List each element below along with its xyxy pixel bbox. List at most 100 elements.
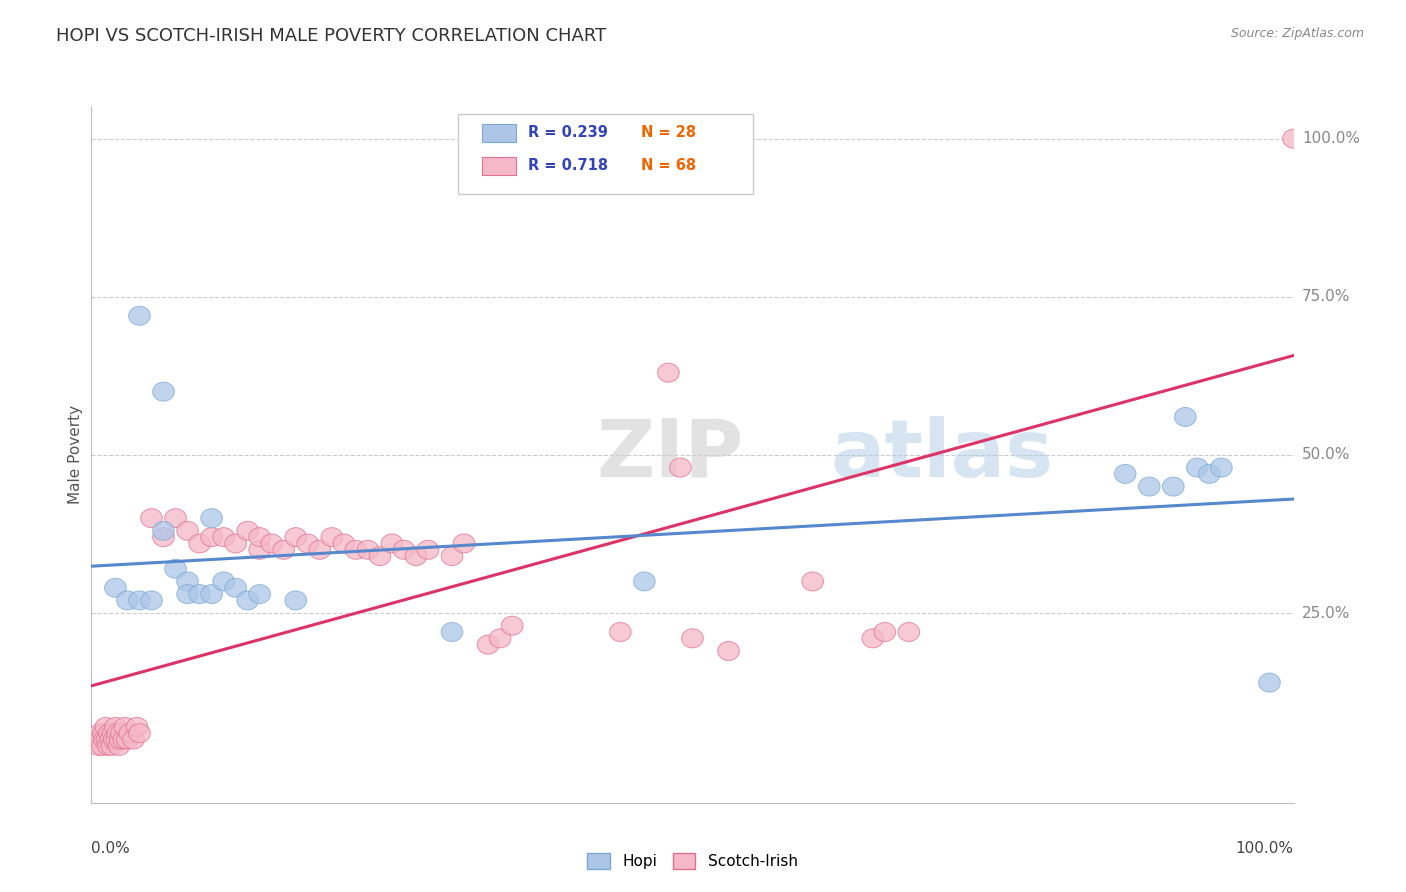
Ellipse shape bbox=[153, 382, 174, 401]
Ellipse shape bbox=[201, 528, 222, 547]
Ellipse shape bbox=[441, 547, 463, 566]
Ellipse shape bbox=[489, 629, 510, 648]
Text: HOPI VS SCOTCH-IRISH MALE POVERTY CORRELATION CHART: HOPI VS SCOTCH-IRISH MALE POVERTY CORREL… bbox=[56, 27, 606, 45]
Ellipse shape bbox=[309, 541, 330, 559]
Legend: Hopi, Scotch-Irish: Hopi, Scotch-Irish bbox=[581, 847, 804, 875]
Text: N = 68: N = 68 bbox=[641, 158, 696, 173]
Ellipse shape bbox=[236, 521, 259, 541]
Ellipse shape bbox=[875, 623, 896, 641]
Ellipse shape bbox=[682, 629, 703, 648]
Ellipse shape bbox=[117, 591, 138, 610]
Text: atlas: atlas bbox=[831, 416, 1054, 494]
Ellipse shape bbox=[98, 723, 121, 743]
Ellipse shape bbox=[249, 528, 270, 547]
Ellipse shape bbox=[107, 723, 129, 743]
Ellipse shape bbox=[1115, 465, 1136, 483]
Ellipse shape bbox=[141, 508, 162, 528]
Ellipse shape bbox=[87, 737, 110, 756]
Text: 75.0%: 75.0% bbox=[1302, 289, 1350, 304]
Ellipse shape bbox=[120, 723, 141, 743]
Ellipse shape bbox=[249, 584, 270, 604]
Ellipse shape bbox=[1198, 465, 1220, 483]
Ellipse shape bbox=[94, 730, 115, 749]
Ellipse shape bbox=[418, 541, 439, 559]
Ellipse shape bbox=[111, 723, 132, 743]
Ellipse shape bbox=[1139, 477, 1160, 496]
Ellipse shape bbox=[153, 521, 174, 541]
Text: 25.0%: 25.0% bbox=[1302, 606, 1350, 621]
Ellipse shape bbox=[285, 528, 307, 547]
Ellipse shape bbox=[103, 723, 124, 743]
Ellipse shape bbox=[285, 591, 307, 610]
Ellipse shape bbox=[1258, 673, 1281, 692]
Ellipse shape bbox=[177, 521, 198, 541]
Ellipse shape bbox=[212, 572, 235, 591]
Ellipse shape bbox=[381, 534, 402, 553]
Ellipse shape bbox=[801, 572, 824, 591]
Text: 0.0%: 0.0% bbox=[91, 841, 131, 856]
Ellipse shape bbox=[129, 306, 150, 326]
Ellipse shape bbox=[236, 591, 259, 610]
Ellipse shape bbox=[273, 541, 294, 559]
Ellipse shape bbox=[105, 730, 128, 749]
Ellipse shape bbox=[87, 730, 108, 749]
Ellipse shape bbox=[101, 737, 122, 756]
Ellipse shape bbox=[117, 730, 138, 749]
Ellipse shape bbox=[93, 723, 114, 743]
FancyBboxPatch shape bbox=[458, 114, 752, 194]
Ellipse shape bbox=[477, 635, 499, 654]
Ellipse shape bbox=[122, 730, 145, 749]
Ellipse shape bbox=[1282, 129, 1305, 148]
Ellipse shape bbox=[394, 541, 415, 559]
Ellipse shape bbox=[321, 528, 343, 547]
Ellipse shape bbox=[262, 534, 283, 553]
Ellipse shape bbox=[100, 730, 121, 749]
Ellipse shape bbox=[97, 737, 120, 756]
Ellipse shape bbox=[177, 584, 198, 604]
Ellipse shape bbox=[1163, 477, 1184, 496]
Ellipse shape bbox=[188, 534, 211, 553]
Ellipse shape bbox=[1187, 458, 1208, 477]
Ellipse shape bbox=[114, 717, 136, 737]
Ellipse shape bbox=[225, 534, 246, 553]
Ellipse shape bbox=[108, 737, 129, 756]
Ellipse shape bbox=[370, 547, 391, 566]
Ellipse shape bbox=[1174, 408, 1197, 426]
Text: 100.0%: 100.0% bbox=[1302, 131, 1360, 146]
Ellipse shape bbox=[717, 641, 740, 660]
Ellipse shape bbox=[104, 578, 127, 598]
Ellipse shape bbox=[127, 717, 148, 737]
Ellipse shape bbox=[177, 572, 198, 591]
Ellipse shape bbox=[357, 541, 378, 559]
FancyBboxPatch shape bbox=[482, 157, 516, 175]
Ellipse shape bbox=[188, 584, 211, 604]
Ellipse shape bbox=[165, 508, 187, 528]
Ellipse shape bbox=[104, 730, 125, 749]
Ellipse shape bbox=[1211, 458, 1232, 477]
Ellipse shape bbox=[502, 616, 523, 635]
Text: 100.0%: 100.0% bbox=[1236, 841, 1294, 856]
FancyBboxPatch shape bbox=[482, 124, 516, 142]
Ellipse shape bbox=[90, 730, 112, 749]
Ellipse shape bbox=[89, 723, 111, 743]
Ellipse shape bbox=[201, 584, 222, 604]
Ellipse shape bbox=[610, 623, 631, 641]
Ellipse shape bbox=[91, 737, 112, 756]
Ellipse shape bbox=[658, 363, 679, 382]
Ellipse shape bbox=[634, 572, 655, 591]
Ellipse shape bbox=[669, 458, 692, 477]
Ellipse shape bbox=[96, 730, 118, 749]
Text: N = 28: N = 28 bbox=[641, 125, 696, 140]
Text: 50.0%: 50.0% bbox=[1302, 448, 1350, 462]
Ellipse shape bbox=[129, 723, 150, 743]
Ellipse shape bbox=[344, 541, 367, 559]
Ellipse shape bbox=[441, 623, 463, 641]
Ellipse shape bbox=[249, 541, 270, 559]
Ellipse shape bbox=[110, 730, 131, 749]
Ellipse shape bbox=[104, 717, 127, 737]
Text: Source: ZipAtlas.com: Source: ZipAtlas.com bbox=[1230, 27, 1364, 40]
Text: R = 0.718: R = 0.718 bbox=[527, 158, 607, 173]
Ellipse shape bbox=[165, 559, 187, 578]
Ellipse shape bbox=[212, 528, 235, 547]
Ellipse shape bbox=[225, 578, 246, 598]
